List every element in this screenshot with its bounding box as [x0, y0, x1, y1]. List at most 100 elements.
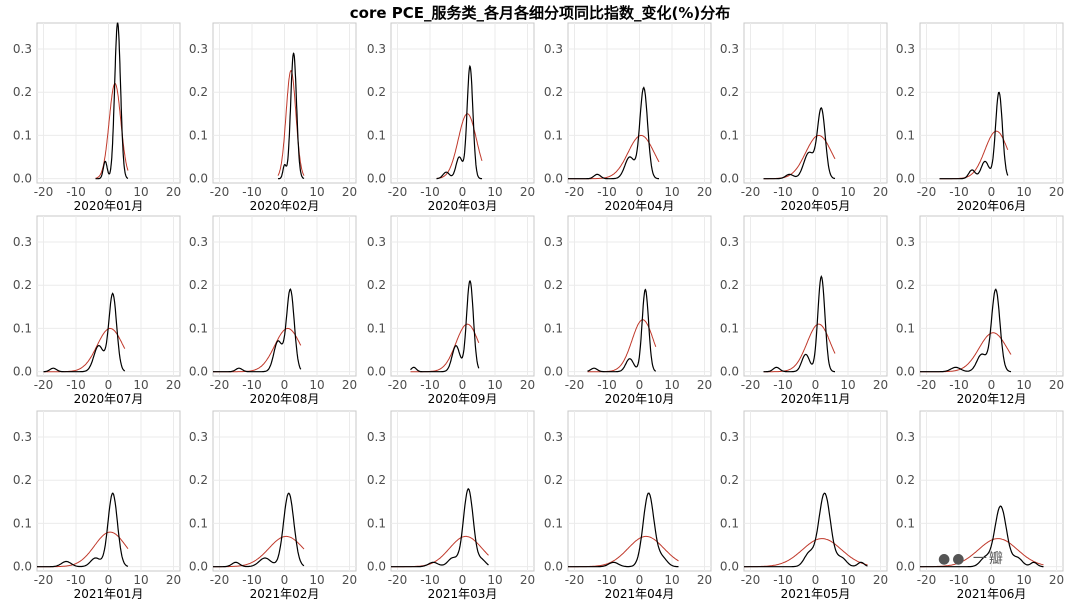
x-tick-label: 0 — [459, 573, 467, 587]
x-tick-label: 10 — [309, 573, 324, 587]
x-tick-label: 20 — [342, 378, 357, 392]
panel-label: 2020年11月 — [781, 392, 851, 406]
y-tick-label: 0.1 — [896, 321, 915, 335]
x-tick-label: 20 — [520, 378, 535, 392]
watermark: ●● 一瓣 — [938, 548, 1005, 568]
y-tick-label: 0.0 — [720, 365, 739, 379]
y-tick-label: 0.1 — [544, 321, 563, 335]
x-tick-label: 10 — [840, 378, 855, 392]
x-tick-label: -20 — [34, 185, 54, 199]
empirical-density-line — [213, 492, 305, 568]
y-tick-label: 0.2 — [896, 473, 915, 487]
x-tick-label: 10 — [840, 573, 855, 587]
x-tick-label: 0 — [105, 573, 113, 587]
x-tick-label: -20 — [917, 378, 937, 392]
density-panel: 0.0 0.1 0.2 0.3 -20 -10 0 10 20 2020年10月 — [544, 215, 712, 406]
density-panel: 0.0 0.1 0.2 0.3 -20 -10 0 10 20 2021年05月 — [720, 410, 888, 601]
x-tick-label: -20 — [917, 573, 937, 587]
x-tick-label: -10 — [597, 185, 617, 199]
y-tick-label: 0.2 — [367, 278, 386, 292]
density-panel: 0.0 0.1 0.2 0.3 -20 -10 0 10 20 2020年03月 — [367, 22, 535, 213]
y-tick-label: 0.3 — [13, 42, 32, 56]
y-tick-label: 0.3 — [189, 430, 208, 444]
y-tick-label: 0.3 — [720, 430, 739, 444]
x-tick-label: 0 — [988, 185, 996, 199]
density-panel: 0.0 0.1 0.2 0.3 -20 -10 0 10 20 2020年09月 — [367, 215, 535, 406]
x-tick-label: 10 — [664, 573, 679, 587]
x-tick-label: -10 — [597, 573, 617, 587]
x-tick-label: 20 — [873, 185, 888, 199]
x-tick-label: 10 — [309, 378, 324, 392]
y-tick-label: 0.2 — [720, 85, 739, 99]
x-tick-label: 10 — [309, 185, 324, 199]
x-tick-label: 0 — [988, 378, 996, 392]
x-tick-label: 20 — [1049, 378, 1064, 392]
x-tick-label: -20 — [34, 378, 54, 392]
y-tick-label: 0.2 — [544, 473, 563, 487]
x-tick-label: 0 — [636, 185, 644, 199]
x-tick-label: 0 — [812, 378, 820, 392]
x-tick-label: -10 — [242, 185, 262, 199]
empirical-density-line — [744, 492, 868, 568]
x-tick-label: 20 — [166, 573, 181, 587]
y-tick-label: 0.1 — [367, 321, 386, 335]
y-tick-label: 0.3 — [720, 235, 739, 249]
wechat-icon: ●● — [938, 551, 967, 567]
empirical-density-line — [43, 292, 126, 373]
x-tick-label: 20 — [873, 573, 888, 587]
y-tick-label: 0.0 — [720, 172, 739, 186]
y-tick-label: 0.0 — [189, 365, 208, 379]
x-tick-label: 10 — [1016, 185, 1031, 199]
x-tick-label: -10 — [66, 378, 86, 392]
x-tick-label: 10 — [487, 573, 502, 587]
y-tick-label: 0.1 — [13, 128, 32, 142]
x-tick-label: 10 — [840, 185, 855, 199]
y-tick-label: 0.2 — [896, 85, 915, 99]
x-tick-label: 0 — [105, 378, 113, 392]
empirical-density-line — [436, 64, 483, 180]
density-panel: 0.0 0.1 0.2 0.3 -20 -10 0 10 20 2021年04月 — [544, 410, 712, 601]
panel-label: 2021年01月 — [74, 587, 144, 601]
y-tick-label: 0.3 — [720, 42, 739, 56]
x-tick-label: -20 — [210, 573, 230, 587]
x-tick-label: -20 — [388, 185, 408, 199]
x-tick-label: 0 — [812, 185, 820, 199]
x-tick-label: 0 — [459, 378, 467, 392]
x-tick-label: 20 — [520, 573, 535, 587]
x-tick-label: 0 — [636, 573, 644, 587]
y-tick-label: 0.1 — [720, 516, 739, 530]
y-tick-label: 0.3 — [13, 235, 32, 249]
y-tick-label: 0.3 — [13, 430, 32, 444]
normal-fit-line — [587, 319, 657, 373]
x-tick-label: -20 — [34, 573, 54, 587]
empirical-density-line — [763, 106, 836, 180]
empirical-density-line — [763, 275, 835, 373]
x-tick-label: 20 — [697, 185, 712, 199]
x-tick-label: -10 — [66, 573, 86, 587]
x-tick-label: 20 — [1049, 185, 1064, 199]
empirical-density-line — [37, 492, 129, 568]
density-panel: 0.0 0.1 0.2 0.3 -20 -10 0 10 20 2020年02月 — [189, 22, 357, 213]
x-tick-label: 20 — [342, 185, 357, 199]
x-tick-label: 0 — [636, 378, 644, 392]
y-tick-label: 0.3 — [367, 430, 386, 444]
density-panel: 0.0 0.1 0.2 0.3 -20 -10 0 10 20 2021年02月 — [189, 410, 357, 601]
y-tick-label: 0.2 — [544, 85, 563, 99]
x-tick-label: 10 — [133, 573, 148, 587]
x-tick-label: 20 — [697, 573, 712, 587]
panel-label: 2020年04月 — [605, 199, 675, 213]
chart-title: core PCE_服务类_各月各细分项同比指数_变化(%)分布 — [349, 4, 731, 22]
y-tick-label: 0.2 — [13, 278, 32, 292]
x-tick-label: 20 — [1049, 573, 1064, 587]
density-panel: 0.0 0.1 0.2 0.3 -20 -10 0 10 20 2020年05月 — [720, 22, 888, 213]
y-tick-label: 0.1 — [367, 128, 386, 142]
panel-label: 2020年09月 — [428, 392, 498, 406]
y-tick-label: 0.0 — [13, 560, 32, 574]
y-tick-label: 0.0 — [189, 172, 208, 186]
x-tick-label: -20 — [388, 378, 408, 392]
x-tick-label: -20 — [741, 378, 761, 392]
density-panel: 0.0 0.1 0.2 0.3 -20 -10 0 10 20 2020年06月 — [896, 22, 1064, 213]
y-tick-label: 0.3 — [189, 235, 208, 249]
x-tick-label: 10 — [133, 378, 148, 392]
